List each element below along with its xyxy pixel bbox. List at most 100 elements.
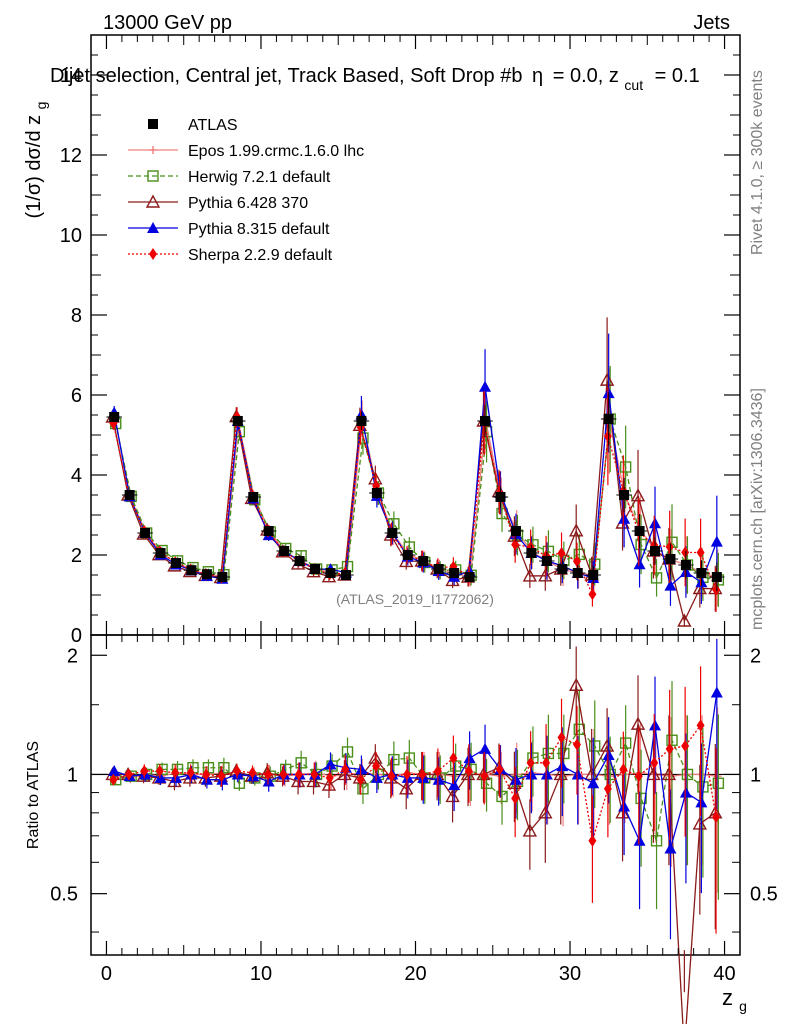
atlas-point [464,572,475,582]
atlas-point [619,490,630,500]
ratio-point-pythia6 [692,816,708,830]
point-pythia8 [618,512,631,524]
ratio-point-pythia6 [553,766,568,781]
atlas-point [263,526,274,536]
point-sherpa [588,588,597,601]
point-sherpa [603,430,612,443]
ratio-point-pythia6 [599,738,615,752]
ratio-point-herwig [388,753,400,766]
atlas-point [665,554,676,564]
y-tick-label: 4 [71,465,82,487]
watermark-rivet: Rivet 4.1.0, ≥ 300k events [749,70,766,255]
ratio-point-pythia8 [679,786,692,798]
ratio-point-sherpa [217,770,226,783]
atlas-point [387,528,398,538]
y-tick-label: 8 [71,305,82,327]
plot-title-end: = 0.1 [655,65,700,87]
ratio-point-sherpa [109,773,118,786]
point-pythia6 [569,523,584,537]
ratio-plot-frame [90,634,741,956]
ratio-line-herwig [115,728,719,842]
ratio-plot-layer [91,638,740,1024]
series-line-pythia8 [113,386,718,587]
ratio-point-sherpa [124,768,133,781]
y-tick-label: 12 [60,145,82,167]
ratio-point-sherpa [526,756,535,769]
atlas-point [294,556,305,566]
legend-marker [148,119,158,129]
legend-label: Pythia 8.315 default [188,221,330,238]
point-herwig [619,461,632,473]
point-sherpa [665,540,674,553]
ratio-point-sherpa [341,763,350,776]
point-pythia6 [677,613,692,627]
ratio-point-pythia8 [695,796,708,808]
header-left: 13000 GeV pp [103,12,232,34]
point-pythia8 [649,517,662,529]
ratio-point-herwig [341,746,354,758]
ratio-point-pythia8 [154,771,167,783]
ratio-point-sherpa [603,782,612,795]
atlas-point [433,564,444,574]
x-axis-label-sub: g [739,998,747,1014]
atlas-point [340,570,351,580]
atlas-point [124,490,135,500]
ratio-tick-label-right: 1 [750,764,761,786]
plot-title-sub: cut [624,77,643,93]
ratio-point-sherpa [480,770,489,783]
atlas-point [650,546,661,556]
series-line-sherpa [112,416,717,597]
ratio-point-pythia6 [584,766,599,781]
point-pythia6 [538,568,553,582]
ratio-point-pythia8 [525,768,538,780]
y-tick-label: 6 [71,385,82,407]
ratio-point-pythia8 [618,800,631,812]
ratio-point-pythia8 [479,742,492,754]
ratio-point-sherpa [634,770,643,783]
ratio-point-pythia6 [460,766,476,781]
point-sherpa [511,538,520,551]
ratio-point-sherpa [511,792,520,805]
ratio-point-sherpa [325,771,334,784]
legend-marker [149,146,157,154]
plot-title-main: Dijet selection, Central jet, Track Base… [50,65,522,87]
atlas-point [557,564,568,574]
y-tick-label: 2 [71,545,82,567]
ratio-point-sherpa [356,773,365,786]
ratio-point-sherpa [310,768,319,781]
ratio-y-axis-label: Ratio to ATLAS [25,741,42,849]
ratio-point-sherpa [279,768,288,781]
ratio-point-herwig [635,792,647,805]
ratio-point-pythia8 [108,765,121,777]
atlas-point [155,548,166,558]
ratio-point-herwig [589,740,601,752]
x-tick-label: 0 [101,963,112,985]
atlas-point [325,568,336,578]
ratio-point-sherpa [263,768,272,781]
ratio-point-sherpa [140,765,149,778]
ratio-tick-label: 0.5 [50,884,78,906]
ratio-point-sherpa [372,760,381,773]
ratio-point-pythia6 [321,777,337,791]
ratio-point-pythia8 [432,773,445,785]
ratio-point-pythia6 [538,805,553,819]
ratio-point-herwig [542,747,555,760]
ratio-point-sherpa [495,763,504,776]
ratio-point-sherpa [202,768,211,781]
ratio-point-pythia8 [262,775,275,787]
legend-marker [147,222,159,233]
atlas-point [603,414,614,424]
point-herwig [635,538,647,551]
ratio-point-sherpa [542,756,551,769]
ratio-point-sherpa [681,739,690,752]
main-plot-layer [105,317,725,627]
atlas-point [232,416,243,426]
atlas-point [170,558,181,568]
ratio-point-pythia8 [355,763,368,775]
legend-marker [145,194,161,208]
ratio-point-sherpa [588,834,597,847]
x-tick-label: 20 [404,963,426,985]
ratio-line-sherpa [113,723,717,841]
ratio-point-sherpa [696,719,705,732]
ratio-point-herwig [712,777,725,789]
